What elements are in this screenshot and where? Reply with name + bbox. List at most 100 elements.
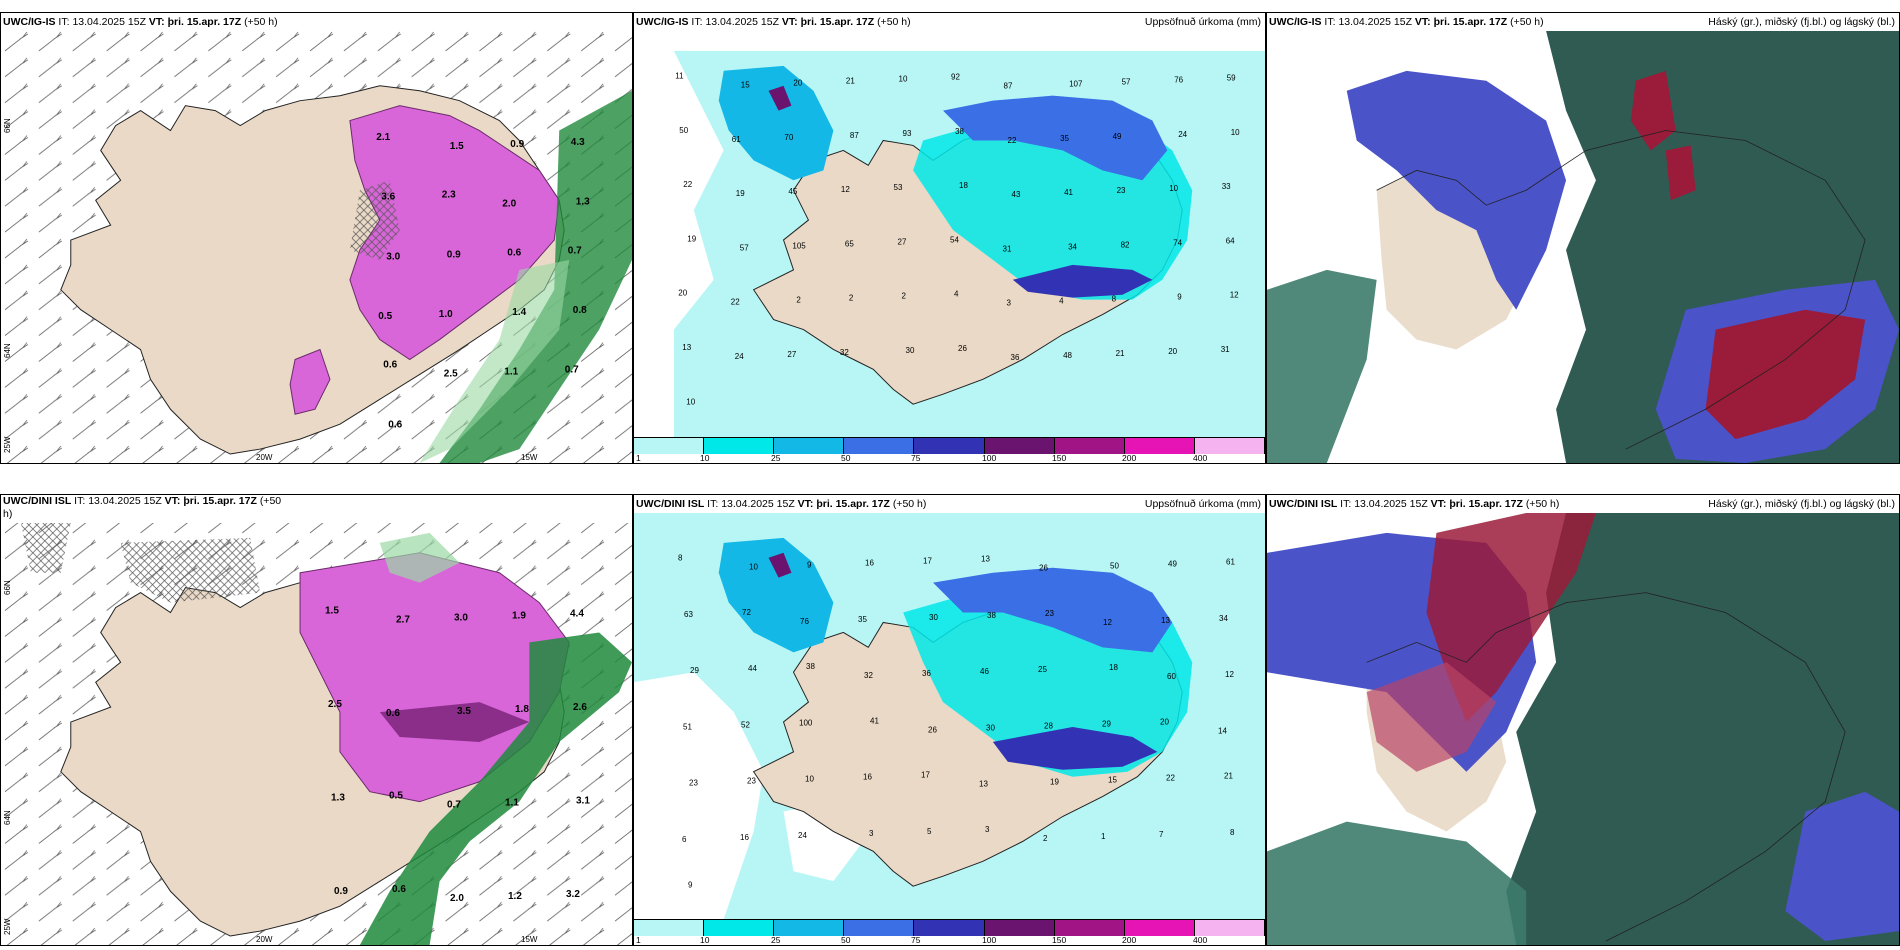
value-label: 18 [959, 181, 968, 190]
legend-label: 200 [1122, 453, 1137, 463]
coastline [1366, 592, 1846, 942]
vt-label: VT: [1430, 498, 1447, 510]
value-label: 20 [1160, 717, 1169, 726]
value-label: 93 [903, 129, 912, 138]
value-label: 49 [1113, 132, 1122, 141]
legend-swatch [984, 438, 1055, 454]
value-label: 3 [869, 829, 874, 838]
map-area [634, 513, 1265, 919]
value-label: 48 [1063, 351, 1072, 360]
mid-cloud-se [1785, 791, 1899, 942]
value-label: 1.3 [576, 197, 590, 208]
value-label: 19 [1050, 778, 1059, 787]
map-area [1267, 31, 1899, 463]
value-label: 0.6 [392, 884, 406, 895]
value-label: 31 [1221, 345, 1230, 354]
precip-heavy-area [1012, 264, 1153, 298]
value-label: 23 [1045, 609, 1054, 618]
legend-swatch [634, 920, 705, 936]
value-label: 3.0 [454, 613, 468, 624]
value-label: 0.6 [386, 708, 400, 719]
panel-bottom-middle-map: UWC/DINI ISL IT: 13.04.2025 15Z VT: þri.… [633, 494, 1266, 946]
value-label: 1.1 [505, 798, 519, 809]
low-cloud-west [1267, 269, 1377, 463]
value-label: 30 [986, 723, 995, 732]
value-label: 1.4 [512, 307, 526, 318]
value-label: 27 [898, 237, 907, 246]
precip-max [768, 552, 792, 578]
value-label: 2 [902, 292, 907, 301]
precip-legend: 1 10 25 50 75 100 150 200 400 [634, 437, 1265, 463]
value-label: 2 [1043, 834, 1048, 843]
value-label: 3 [985, 825, 990, 834]
lead-time: (+50 h) [892, 498, 927, 510]
it-label: IT: [691, 16, 703, 28]
temp-labels-layer: 1.5 2.7 3.0 1.9 4.4 2.5 0.6 3.5 1.8 2.6 1.3 0.5 0.7 1… [325, 606, 590, 905]
high-cloud-n2 [1665, 145, 1696, 201]
value-label: 1.5 [325, 606, 339, 617]
value-label: 1.3 [331, 793, 345, 804]
value-label: 105 [792, 241, 806, 250]
value-label: 32 [840, 348, 849, 357]
value-label: 10 [899, 75, 908, 84]
value-label: 70 [784, 133, 793, 142]
value-label: 24 [798, 831, 807, 840]
value-label: 6 [682, 835, 687, 844]
legend-label: 25 [771, 453, 781, 463]
precip-heavy-area [992, 726, 1158, 770]
legend-label: 400 [1193, 453, 1208, 463]
valid-time: þri. 15.apr. 17Z [816, 498, 890, 510]
value-label: 60 [1167, 672, 1176, 681]
value-label: 11 [675, 72, 684, 81]
init-time: 13.04.2025 15Z [721, 498, 795, 510]
value-label: 22 [731, 298, 740, 307]
value-label: 54 [950, 235, 959, 244]
legend-label: 50 [841, 935, 851, 945]
value-label: 0.8 [573, 305, 587, 316]
legend-labels: 1 10 25 50 75 100 150 200 400 [634, 935, 1265, 945]
value-label: 0.6 [383, 360, 397, 371]
legend-label: 25 [771, 935, 781, 945]
value-label: 1 [1101, 832, 1106, 841]
value-label: 29 [690, 666, 699, 675]
value-label: 52 [741, 720, 750, 729]
value-label: 22 [683, 180, 692, 189]
value-label: 2.0 [450, 893, 464, 904]
lon-label-15: 15W [521, 935, 538, 944]
value-label: 30 [929, 613, 938, 622]
legend-label: 10 [700, 935, 710, 945]
precip-blue-area [943, 95, 1168, 181]
value-label: 1.0 [439, 309, 453, 320]
value-label: 19 [687, 234, 696, 243]
value-label: 10 [686, 397, 695, 406]
value-label: 10 [805, 775, 814, 784]
value-label: 1.9 [512, 611, 526, 622]
lead-time: (+50 [259, 495, 282, 507]
value-label: 72 [742, 608, 751, 617]
value-label: 2.3 [442, 190, 456, 201]
legend-label: 75 [911, 453, 921, 463]
value-label: 16 [865, 559, 874, 568]
value-label: 76 [1174, 76, 1183, 85]
value-label: 2.5 [328, 699, 342, 710]
value-label: 19 [736, 189, 745, 198]
value-label: 38 [987, 611, 996, 620]
value-label: 87 [1004, 82, 1013, 91]
value-label: 25 [1038, 665, 1047, 674]
panel-bottom-left-map: UWC/DINI ISL IT: 13.04.2025 15Z VT: þri.… [0, 494, 633, 946]
legend-swatch [1054, 438, 1125, 454]
legend-swatch [1054, 920, 1125, 936]
map-area [1267, 513, 1899, 945]
value-label: 59 [1227, 74, 1236, 83]
precip-nw-area [718, 65, 834, 181]
value-label: 18 [1109, 663, 1118, 672]
value-label: 13 [682, 343, 691, 352]
value-label: 51 [683, 722, 692, 731]
map-canvas [634, 31, 1265, 437]
value-label: 23 [689, 779, 698, 788]
high-cloud-n [1426, 513, 1596, 723]
panel-header: UWC/IG-IS IT: 13.04.2025 15Z VT: þri. 15… [634, 13, 1265, 31]
panel-top-middle-map: UWC/IG-IS IT: 13.04.2025 15Z VT: þri. 15… [633, 12, 1266, 464]
value-label: 29 [1102, 719, 1111, 728]
value-label: 35 [858, 615, 867, 624]
